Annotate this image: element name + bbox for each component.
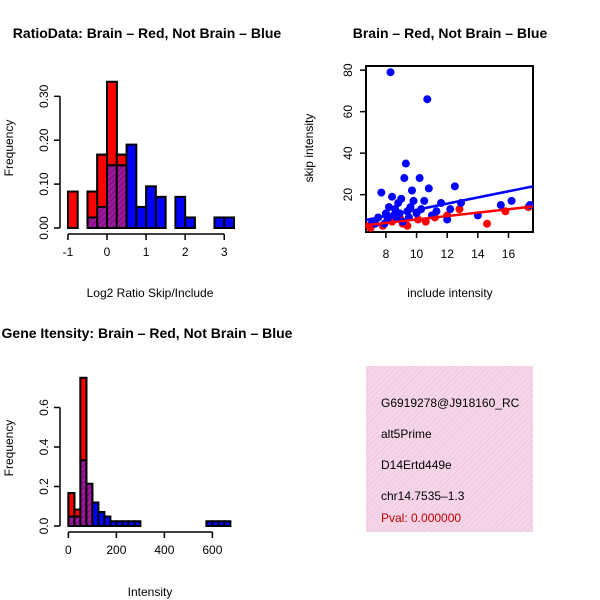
y-tick-label: 0.10 xyxy=(37,172,51,196)
info-pval: Pval: 0.000000 xyxy=(381,511,461,525)
scatter-xlabel: include intensity xyxy=(407,286,492,300)
info-panel: G6919278@J918160_RC alt5Prime D14Ertd449… xyxy=(366,366,533,532)
fit-line xyxy=(365,205,534,227)
scatter-point xyxy=(496,201,505,210)
bar-not-brain xyxy=(184,216,196,229)
fit-line xyxy=(365,185,534,222)
info-event-type: alt5Prime xyxy=(381,427,432,441)
ratio-xlabel: Log2 Ratio Skip/Include xyxy=(87,286,214,300)
ratio-ylabel: Frequency xyxy=(2,120,16,177)
intensity-ylabel: Frequency xyxy=(2,420,16,477)
info-gene-name: D14Ertd449e xyxy=(381,458,452,472)
bar-not-brain xyxy=(106,164,118,230)
bar-not-brain xyxy=(133,520,142,528)
x-tick-label: 400 xyxy=(154,543,174,557)
scatter-point xyxy=(388,192,397,201)
bar-not-brain xyxy=(86,216,99,229)
x-tick-label: 14 xyxy=(471,247,485,261)
scatter-point xyxy=(406,203,415,212)
intensity-title: Gene Itensity: Brain – Red, Not Brain – … xyxy=(2,325,293,341)
bar-not-brain xyxy=(223,216,236,229)
info-probe-id: G6919278@J918160_RC xyxy=(381,396,520,410)
bar-not-brain xyxy=(223,520,232,528)
scatter-point xyxy=(384,203,393,212)
intensity-scatter: Brain – Red, Not Brain – Blue 8 10 12 14 16 2… xyxy=(302,25,547,300)
y-tick-label: 0.4 xyxy=(37,438,51,455)
y-tick-label: 0.6 xyxy=(37,399,51,416)
x-tick-label: 600 xyxy=(202,543,222,557)
x-tick-label: 2 xyxy=(182,245,189,259)
scatter-point xyxy=(450,182,459,191)
bar-not-brain xyxy=(96,205,109,229)
y-tick-label: 20 xyxy=(341,188,355,202)
bar-not-brain xyxy=(154,195,167,229)
scatter-point xyxy=(507,196,516,205)
intensity-histogram: Gene Itensity: Brain – Red, Not Brain – … xyxy=(2,325,293,599)
scatter-point xyxy=(432,207,441,216)
scatter-point xyxy=(397,194,406,203)
scatter-axes: 8 10 12 14 16 20 40 60 80 xyxy=(341,63,515,261)
bar-brain-cap xyxy=(115,153,128,167)
y-tick-label: 0.0 xyxy=(37,517,51,534)
x-tick-label: 0 xyxy=(65,543,72,557)
scatter-point xyxy=(423,95,432,104)
bar-not-brain xyxy=(213,216,226,229)
bar-not-brain xyxy=(135,205,148,229)
bar-not-brain xyxy=(174,195,187,229)
scatter-point xyxy=(409,196,418,205)
intensity-axes: 0 200 400 600 0.0 0.2 0.4 0.6 xyxy=(37,399,223,557)
scatter-frame xyxy=(365,65,534,233)
ratio-axes: -1 0 1 2 3 0.00 0.10 0.20 0.30 xyxy=(37,84,228,259)
bar-not-brain xyxy=(125,143,138,229)
y-tick-label: 0.00 xyxy=(37,216,51,240)
scatter-point xyxy=(400,174,409,183)
scatter-point xyxy=(377,188,386,197)
bar-brain-cap xyxy=(67,492,76,518)
scatter-point xyxy=(401,159,410,168)
y-tick-label: 0.30 xyxy=(37,84,51,108)
y-tick-label: 0.20 xyxy=(37,128,51,152)
y-tick-label: 60 xyxy=(341,105,355,119)
intensity-bars xyxy=(67,376,232,528)
y-tick-label: 0.2 xyxy=(37,478,51,495)
x-tick-label: 0 xyxy=(104,245,111,259)
scatter-title: Brain – Red, Not Brain – Blue xyxy=(353,25,548,41)
x-tick-label: 12 xyxy=(441,247,455,261)
y-tick-label: 80 xyxy=(341,63,355,77)
y-tick-label: 40 xyxy=(341,146,355,160)
bar-not-brain xyxy=(115,164,128,230)
scatter-point xyxy=(483,219,492,228)
bar-not-brain xyxy=(145,185,157,229)
x-tick-label: 8 xyxy=(383,247,390,261)
intensity-xlabel: Intensity xyxy=(128,585,173,599)
scatter-point xyxy=(386,68,395,77)
scatter-point xyxy=(415,174,424,183)
ratio-bars xyxy=(66,80,236,230)
x-tick-label: -1 xyxy=(63,245,74,259)
scatter-point xyxy=(420,196,429,205)
x-tick-label: 1 xyxy=(143,245,150,259)
scatter-point xyxy=(446,205,455,214)
scatter-points xyxy=(365,68,534,232)
info-location: chr14.7535–1.3 xyxy=(381,489,465,503)
bar-brain-cap xyxy=(106,80,118,167)
scatter-point xyxy=(455,205,464,214)
scatter-point xyxy=(407,186,416,195)
x-tick-label: 10 xyxy=(410,247,424,261)
scatter-point xyxy=(424,184,433,193)
bar-brain-cap xyxy=(86,190,99,219)
ratio-histogram: RatioData: Brain – Red, Not Brain – Blue… xyxy=(2,25,281,300)
x-tick-label: 3 xyxy=(221,245,228,259)
scatter-ylabel: skip intensity xyxy=(302,114,316,183)
bar-brain xyxy=(66,190,79,229)
bar-brain-cap xyxy=(96,153,109,208)
bar-brain-cap xyxy=(79,376,88,462)
info-panel-background xyxy=(366,366,533,532)
x-tick-label: 200 xyxy=(106,543,126,557)
ratio-title: RatioData: Brain – Red, Not Brain – Blue xyxy=(13,25,282,41)
x-tick-label: 16 xyxy=(502,247,516,261)
